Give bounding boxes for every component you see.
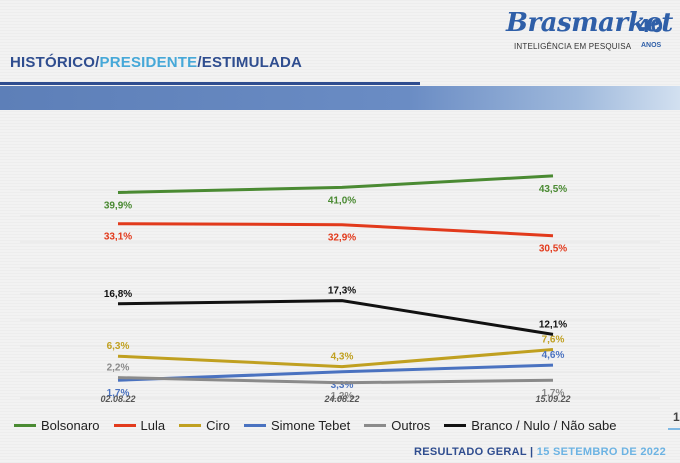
legend-swatch	[113, 423, 136, 427]
chart-legend: Bolsonaro Lula Ciro Simone Tebet Outros Branc…	[14, 416, 617, 434]
data-label-branco-nulo-nao-sabe: 17,3%	[328, 286, 356, 297]
legend-swatch	[179, 423, 202, 427]
line-chart: 39,9% 41,0% 43,5% 33,1% 32,9% 30,5% 6,3% 4,3% 7,…	[20, 174, 660, 404]
brand-logo: Brasmarket 40 INTELIGÊNCIA EM PESQUISA A…	[500, 6, 675, 56]
data-label-ciro: 6,3%	[107, 341, 130, 352]
footer-separator: |	[530, 446, 534, 458]
edge-fragment: 1	[673, 410, 680, 424]
data-label-ciro: 4,3%	[331, 352, 354, 363]
data-label-lula: 33,1%	[104, 232, 132, 243]
series-line-ciro	[117, 348, 554, 369]
title-part-estimulada: /ESTIMULADA	[197, 54, 303, 71]
legend-label: Ciro	[206, 417, 230, 433]
slide-title: HISTÓRICO/PRESIDENTE/ESTIMULADA	[10, 54, 302, 71]
data-label-simone-tebet: 1,7%	[107, 388, 130, 399]
header-band	[0, 86, 680, 110]
series-line-outros	[117, 376, 554, 385]
x-tick-label: 15.09.22	[535, 394, 570, 404]
x-tick-label: 24.08.22	[323, 394, 359, 404]
footer: RESULTADO GERAL | 15 SETEMBRO DE 2022	[414, 446, 666, 458]
footer-result-label: RESULTADO GERAL	[414, 446, 527, 458]
legend-swatch	[243, 423, 266, 427]
logo-wordmark: Brasmarket	[506, 8, 673, 38]
title-part-historico: HISTÓRICO/	[10, 54, 100, 71]
data-label-bolsonaro: 41,0%	[328, 195, 356, 206]
legend-label: Branco / Nulo / Não sabe	[471, 417, 617, 433]
edge-line-fragment	[668, 428, 680, 430]
logo-tagline: INTELIGÊNCIA EM PESQUISA	[514, 42, 632, 51]
data-label-lula: 30,5%	[539, 244, 567, 255]
legend-swatch	[14, 423, 36, 427]
legend-swatch	[364, 423, 387, 427]
title-underline	[0, 82, 420, 85]
legend-item: Simone Tebet	[243, 417, 351, 433]
data-label-bolsonaro: 43,5%	[539, 184, 567, 195]
series-line-bolsonaro	[117, 174, 554, 194]
series-line-branco-nulo-nao-sabe	[117, 299, 554, 336]
legend-item: Bolsonaro	[14, 418, 100, 433]
data-label-simone-tebet: 3,3%	[331, 380, 354, 391]
data-label-branco-nulo-nao-sabe: 16,8%	[104, 289, 132, 300]
data-label-outros: 1,7%	[542, 388, 565, 399]
data-label-simone-tebet: 4,6%	[542, 350, 565, 361]
legend-label: Simone Tebet	[270, 417, 351, 433]
legend-item: Ciro	[179, 418, 230, 433]
legend-item: Outros	[364, 418, 430, 433]
legend-item: Lula	[113, 417, 166, 433]
x-tick-label: 02.08.22	[100, 394, 135, 404]
legend-swatch	[444, 423, 467, 427]
logo-years: 40	[638, 16, 664, 37]
data-label-ciro: 7,6%	[542, 335, 565, 346]
data-label-outros: 2,2%	[107, 363, 130, 374]
logo-anos: ANOS	[641, 42, 662, 49]
legend-label: Lula	[140, 417, 166, 433]
footer-date: 15 SETEMBRO DE 2022	[536, 446, 666, 458]
data-label-outros: 1,2%	[331, 391, 354, 402]
data-label-branco-nulo-nao-sabe: 12,1%	[539, 319, 567, 330]
title-part-presidente: PRESIDENTE	[99, 54, 198, 71]
series-line-simone-tebet	[117, 363, 554, 382]
legend-label: Outros	[391, 417, 431, 433]
data-label-lula: 32,9%	[328, 233, 356, 244]
legend-item: Branco / Nulo / Não sabe	[444, 417, 617, 433]
legend-label: Bolsonaro	[41, 417, 100, 433]
data-label-bolsonaro: 39,9%	[104, 201, 132, 212]
series-line-lula	[117, 222, 554, 238]
